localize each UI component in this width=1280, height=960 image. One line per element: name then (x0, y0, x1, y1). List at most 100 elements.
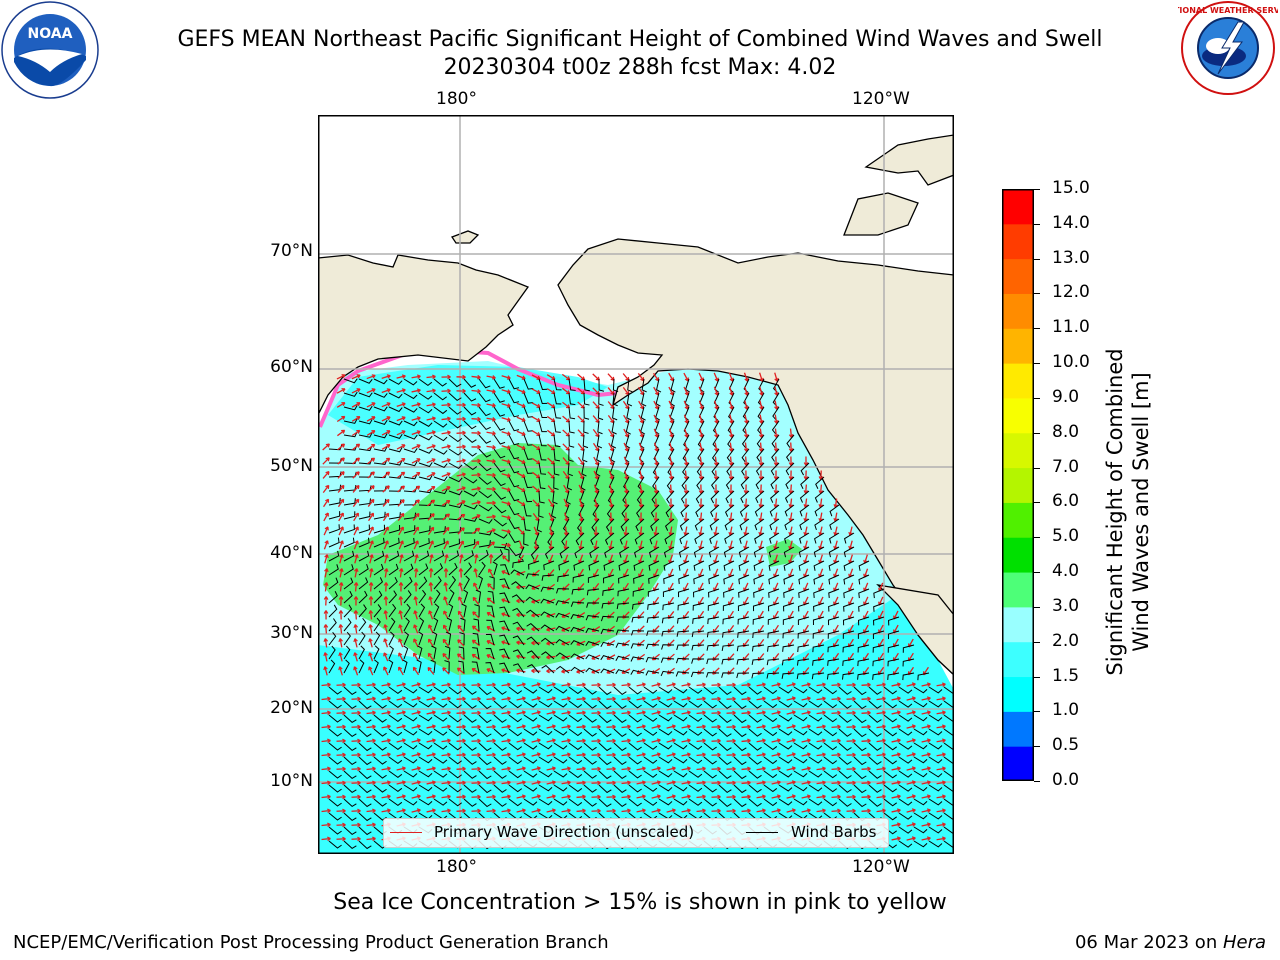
wind-barb (613, 742, 627, 752)
wave-direction-arrow (591, 640, 601, 646)
wind-barb (388, 537, 400, 548)
wind-barb (710, 504, 720, 517)
wind-barb (618, 560, 630, 571)
wave-direction-arrowhead (698, 476, 704, 480)
wave-direction-arrow (383, 638, 389, 648)
wave-direction-arrow (369, 624, 373, 634)
wave-direction-arrowhead (431, 808, 436, 813)
wave-direction-arrow (501, 529, 511, 533)
wind-barb (643, 798, 658, 806)
wave-direction-arrowhead (612, 738, 616, 744)
wave-direction-arrow (366, 430, 376, 436)
wave-direction-arrow (474, 554, 478, 564)
wind-barb (711, 476, 720, 490)
wave-direction-arrow (906, 725, 916, 729)
wave-direction-arrow (561, 697, 571, 701)
wave-direction-arrow (460, 568, 462, 578)
wind-barb (358, 511, 371, 520)
wave-direction-arrowhead (806, 696, 811, 701)
wave-direction-arrow (413, 652, 419, 662)
wind-barb (712, 434, 720, 449)
wind-barb (868, 798, 882, 807)
wave-direction-arrowhead (641, 794, 646, 799)
wind-barb (868, 700, 882, 709)
wave-direction-arrow (396, 781, 406, 785)
wave-direction-arrow (441, 445, 451, 449)
wave-direction-arrowhead (821, 724, 826, 730)
wave-direction-arrow (321, 697, 331, 701)
wave-direction-arrowhead (852, 752, 856, 758)
wave-direction-arrowhead (882, 724, 886, 730)
wave-direction-arrow (429, 596, 433, 606)
wave-direction-arrow (383, 652, 389, 662)
wind-barb (868, 784, 882, 793)
wind-barb (511, 581, 525, 590)
wave-direction-arrow (728, 554, 734, 564)
wind-barb (538, 504, 544, 518)
wave-direction-arrowhead (431, 430, 436, 435)
wind-barb (858, 574, 870, 585)
wind-barb (463, 742, 477, 751)
wave-direction-arrow (833, 624, 839, 634)
wave-direction-arrow (607, 387, 615, 395)
wind-barb (358, 700, 372, 710)
wave-direction-arrow (531, 416, 541, 422)
wind-barb (541, 664, 555, 674)
wave-direction-arrow (594, 540, 598, 550)
wind-barb (842, 616, 855, 626)
wind-barb (328, 770, 342, 779)
wind-barb (814, 518, 825, 531)
wave-direction-arrowhead (911, 808, 916, 813)
wind-barb (568, 728, 583, 737)
wind-barb (328, 756, 342, 765)
wind-barb (343, 498, 356, 506)
wave-direction-arrow (337, 498, 345, 508)
wind-barb (478, 434, 492, 444)
wind-barb (703, 700, 717, 709)
wave-direction-arrow (756, 781, 766, 785)
wind-barb (853, 700, 867, 710)
wave-direction-arrowhead (415, 512, 420, 518)
wave-direction-arrowhead (431, 458, 436, 463)
wind-barb (797, 630, 810, 639)
wave-direction-arrowhead (323, 596, 329, 600)
wind-barb (343, 618, 352, 632)
wave-direction-arrowhead (882, 696, 886, 702)
wind-barb (872, 630, 885, 639)
wave-direction-arrowhead (867, 794, 871, 800)
wave-direction-arrow (441, 683, 451, 687)
wave-direction-arrowhead (747, 808, 751, 814)
wave-direction-arrowhead (531, 668, 535, 674)
wave-direction-arrow (563, 498, 569, 508)
colorbar-tick-label: 3.0 (1052, 595, 1080, 616)
wave-direction-arrow (819, 526, 823, 536)
wave-direction-arrowhead (521, 808, 526, 813)
wind-barb (827, 644, 840, 653)
wind-barb (343, 577, 354, 590)
wave-direction-arrowhead (759, 419, 764, 424)
wave-direction-arrow (636, 753, 646, 757)
wave-direction-arrow (398, 638, 404, 648)
wind-barb (769, 518, 780, 531)
wave-direction-arrow (576, 753, 586, 757)
wave-direction-arrowhead (472, 596, 477, 602)
wave-direction-arrowhead (459, 540, 464, 545)
wind-barb (571, 588, 585, 595)
wave-direction-arrow (532, 512, 540, 522)
wave-direction-arrow (651, 739, 661, 743)
wave-direction-arrowhead (457, 639, 462, 644)
wave-direction-arrow (444, 582, 448, 592)
wind-barb (887, 630, 900, 640)
wave-direction-arrow (653, 400, 659, 410)
wave-direction-arrowhead (431, 402, 436, 407)
wind-barb (752, 616, 765, 625)
wind-barb (553, 714, 568, 722)
wave-direction-arrowhead (612, 780, 616, 786)
wave-direction-arrow (426, 753, 436, 757)
wind-barb (373, 617, 381, 632)
wave-direction-arrowhead (413, 582, 419, 586)
wind-barb (477, 575, 483, 590)
wind-barb (842, 644, 855, 653)
wind-barb (538, 490, 545, 504)
wind-barb (784, 532, 795, 544)
